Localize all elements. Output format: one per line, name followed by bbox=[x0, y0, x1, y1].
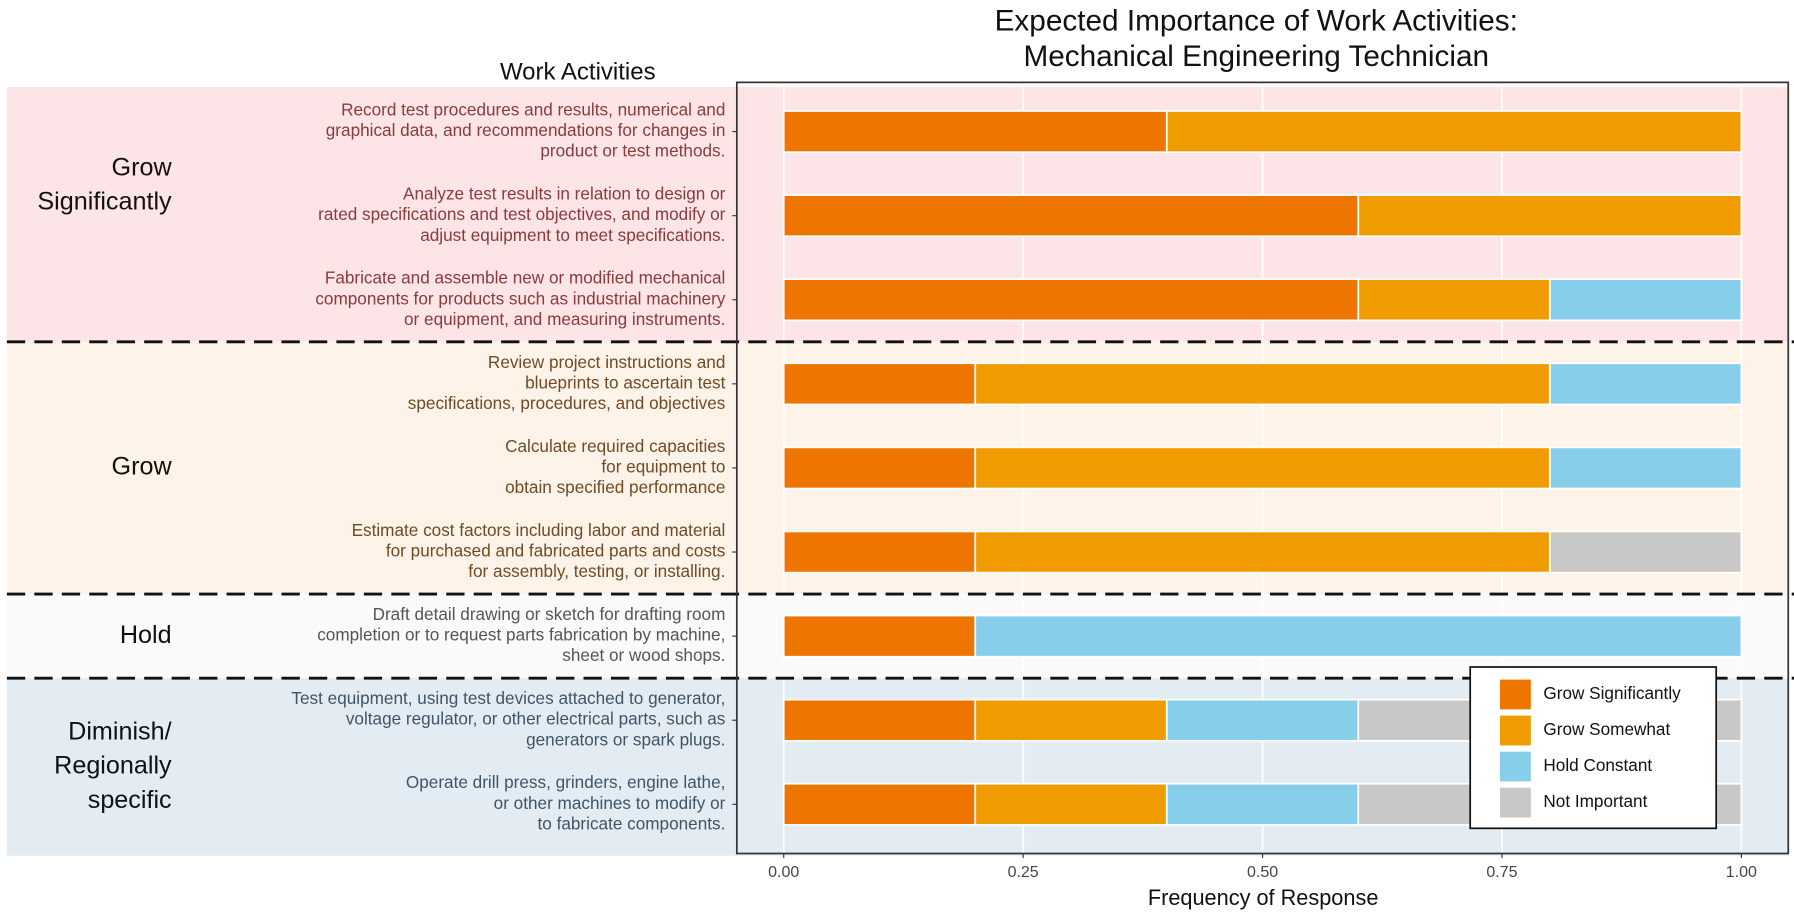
activity-label: Analyze test results in relation to desi… bbox=[403, 184, 726, 204]
x-axis-label: Frequency of Response bbox=[1148, 885, 1379, 910]
bar-segment bbox=[974, 530, 1551, 574]
activity-label: or other machines to modify or bbox=[494, 793, 726, 813]
legend-label: Hold Constant bbox=[1543, 755, 1652, 775]
activity-label: specifications, procedures, and objectiv… bbox=[408, 393, 726, 413]
bar-segment bbox=[782, 362, 977, 406]
legend-swatch bbox=[1499, 715, 1531, 746]
chart-title: Expected Importance of Work Activities: bbox=[995, 5, 1518, 38]
bar-segment bbox=[974, 446, 1551, 490]
bar-segment bbox=[1548, 362, 1743, 406]
bar-segment bbox=[1165, 782, 1360, 826]
group-label: Significantly bbox=[37, 188, 172, 216]
x-tick-label: 0.50 bbox=[1247, 864, 1278, 881]
activity-label: for equipment to bbox=[601, 456, 725, 476]
activity-label: Estimate cost factors including labor an… bbox=[352, 520, 726, 540]
bar-segment bbox=[974, 362, 1551, 406]
plot-border bbox=[735, 81, 1790, 855]
group-label: specific bbox=[88, 786, 172, 814]
activity-label: for assembly, testing, or installing. bbox=[468, 561, 725, 581]
bar-segment bbox=[1548, 278, 1743, 322]
bar-segment bbox=[782, 698, 977, 742]
bar-segment bbox=[974, 782, 1168, 826]
activity-label: components for products such as industri… bbox=[315, 288, 725, 308]
activity-label: voltage regulator, or other electrical p… bbox=[346, 709, 726, 729]
legend-label: Not Important bbox=[1543, 791, 1647, 811]
bar-segment bbox=[782, 782, 977, 826]
group-label: Diminish/ bbox=[68, 717, 171, 745]
bar-segment bbox=[782, 530, 977, 574]
activity-label: sheet or wood shops. bbox=[562, 645, 725, 665]
bar-segment bbox=[1357, 194, 1743, 238]
activity-label: completion or to request parts fabricati… bbox=[317, 625, 725, 645]
legend-swatch bbox=[1499, 751, 1531, 782]
bar-segment bbox=[782, 614, 977, 658]
y-header: Work Activities bbox=[500, 59, 656, 86]
bar-segment bbox=[782, 278, 1360, 322]
activity-label: Test equipment, using test devices attac… bbox=[291, 688, 725, 708]
activity-label: for purchased and fabricated parts and c… bbox=[386, 541, 726, 561]
activity-label: Operate drill press, grinders, engine la… bbox=[406, 772, 725, 792]
group-label: Regionally bbox=[54, 752, 172, 780]
activity-label: Review project instructions and bbox=[488, 352, 725, 372]
x-tick-label: 0.25 bbox=[1008, 864, 1039, 881]
group-label: Grow bbox=[112, 153, 173, 181]
activity-label: graphical data, and recommendations for … bbox=[326, 120, 726, 140]
x-tick-label: 0.00 bbox=[768, 864, 799, 881]
bar-segment bbox=[974, 698, 1168, 742]
bar-segment bbox=[1548, 530, 1743, 574]
legend-label: Grow Significantly bbox=[1543, 683, 1681, 703]
activity-label: Fabricate and assemble new or modified m… bbox=[325, 268, 726, 288]
group-label: Hold bbox=[120, 621, 172, 649]
activity-label: Record test procedures and results, nume… bbox=[341, 100, 725, 120]
activity-label: or equipment, and measuring instruments. bbox=[404, 309, 725, 329]
bar-segment bbox=[974, 614, 1743, 658]
bar-segment bbox=[1548, 446, 1743, 490]
activity-label: obtain specified performance bbox=[505, 477, 725, 497]
activity-label: product or test methods. bbox=[540, 141, 725, 161]
activity-label: to fabricate components. bbox=[538, 813, 726, 833]
activity-label: rated specifications and test objectives… bbox=[318, 204, 725, 224]
activity-label: adjust equipment to meet specifications. bbox=[420, 225, 725, 245]
bar-segment bbox=[1357, 278, 1551, 322]
chart-title: Mechanical Engineering Technician bbox=[1023, 40, 1489, 73]
activity-label: Calculate required capacities bbox=[505, 436, 725, 456]
bar-segment bbox=[782, 446, 977, 490]
group-label: Grow bbox=[112, 453, 173, 481]
activity-label: blueprints to ascertain test bbox=[525, 372, 725, 392]
legend-swatch bbox=[1499, 787, 1531, 818]
activity-label: Draft detail drawing or sketch for draft… bbox=[373, 604, 726, 624]
bar-segment bbox=[1165, 110, 1743, 154]
legend-swatch bbox=[1499, 679, 1531, 710]
bar-segment bbox=[782, 194, 1360, 238]
x-tick-label: 1.00 bbox=[1726, 864, 1757, 881]
bar-segment bbox=[1165, 698, 1360, 742]
legend-label: Grow Somewhat bbox=[1543, 719, 1670, 739]
activity-label: generators or spark plugs. bbox=[526, 729, 725, 749]
bar-segment bbox=[782, 110, 1168, 154]
x-tick-label: 0.75 bbox=[1486, 864, 1517, 881]
